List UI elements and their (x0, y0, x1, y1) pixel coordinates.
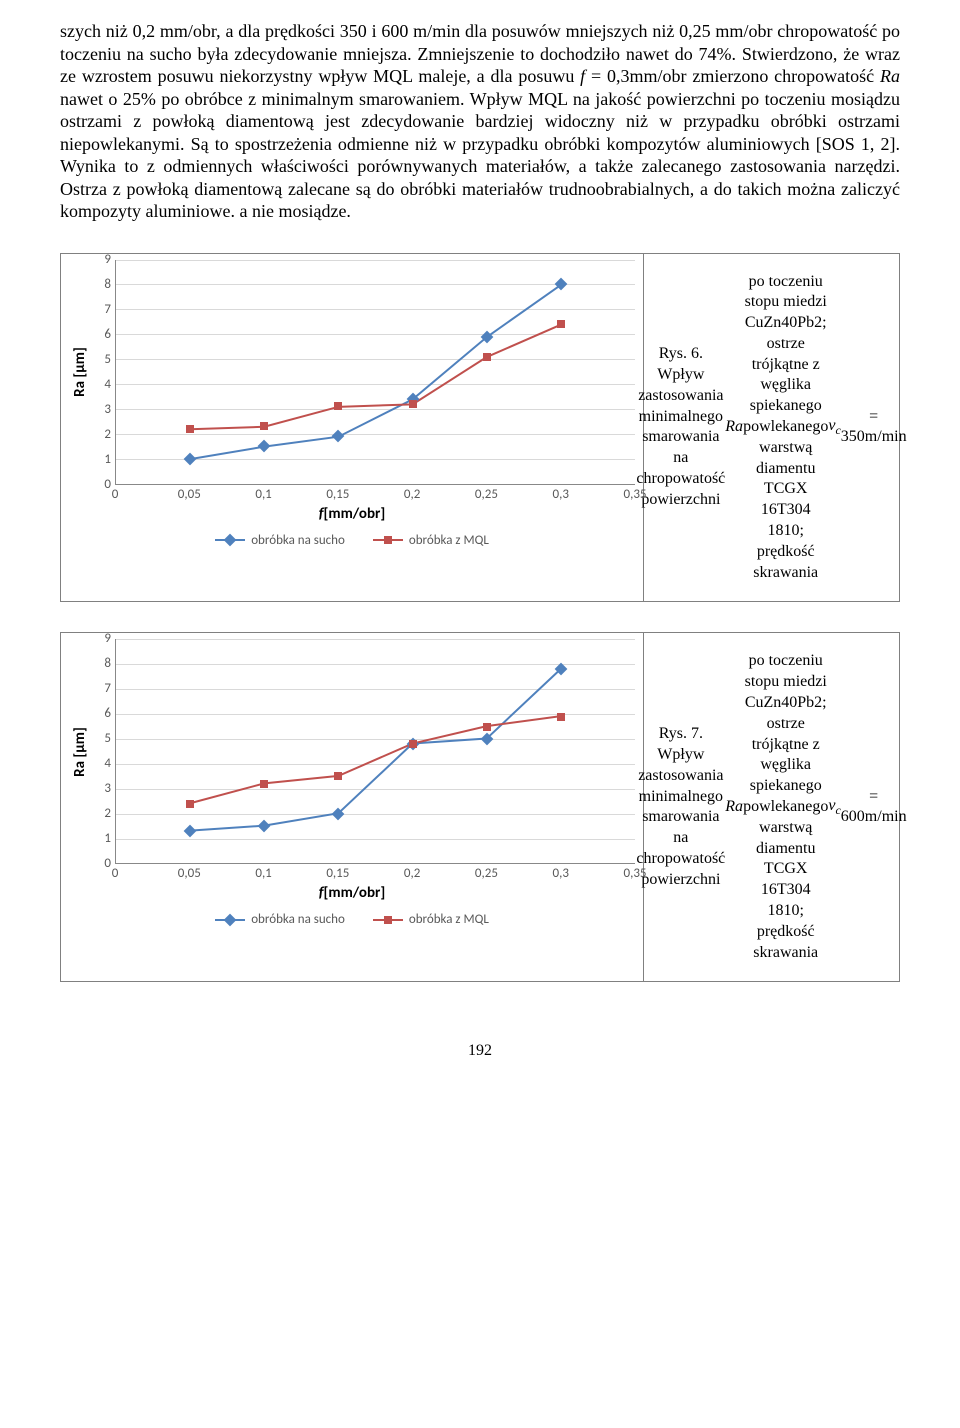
data-marker (186, 800, 194, 808)
x-axis-ticks: 00,050,10,150,20,250,30,35 (115, 485, 635, 503)
x-axis-label: f[mm/obr] (69, 884, 635, 902)
body-paragraph: szych niż 0,2 mm/obr, a dla prędkości 35… (60, 20, 900, 223)
plot-area (115, 260, 635, 485)
data-marker (409, 740, 417, 748)
legend-item: obróbka na sucho (215, 912, 345, 927)
data-marker (334, 402, 342, 410)
data-marker (260, 422, 268, 430)
data-marker (334, 772, 342, 780)
plot-area (115, 639, 635, 864)
data-marker (409, 400, 417, 408)
y-axis-label: Ra [μm] (69, 639, 91, 864)
data-marker (557, 713, 565, 721)
data-marker (186, 425, 194, 433)
legend-item: obróbka na sucho (215, 533, 345, 548)
chart: Ra [μm]987654321000,050,10,150,20,250,30… (61, 633, 644, 981)
page-number: 192 (60, 1042, 900, 1060)
data-marker (557, 320, 565, 328)
figure-caption: Rys. 6. Wpływ zastosowania minimalnego s… (644, 254, 899, 602)
figure-7: Ra [μm]987654321000,050,10,150,20,250,30… (60, 632, 900, 982)
figure-6: Ra [μm]987654321000,050,10,150,20,250,30… (60, 253, 900, 603)
legend-item: obróbka z MQL (373, 912, 489, 927)
figure-caption: Rys. 7. Wpływ zastosowania minimalnego s… (644, 633, 899, 981)
chart: Ra [μm]987654321000,050,10,150,20,250,30… (61, 254, 644, 602)
y-axis-ticks: 9876543210 (91, 260, 115, 485)
data-marker (260, 780, 268, 788)
legend-item: obróbka z MQL (373, 533, 489, 548)
y-axis-label: Ra [μm] (69, 260, 91, 485)
legend: obróbka na sucho obróbka z MQL (69, 912, 635, 927)
y-axis-ticks: 9876543210 (91, 639, 115, 864)
x-axis-label: f[mm/obr] (69, 505, 635, 523)
data-marker (483, 353, 491, 361)
data-marker (483, 723, 491, 731)
x-axis-ticks: 00,050,10,150,20,250,30,35 (115, 864, 635, 882)
legend: obróbka na sucho obróbka z MQL (69, 533, 635, 548)
